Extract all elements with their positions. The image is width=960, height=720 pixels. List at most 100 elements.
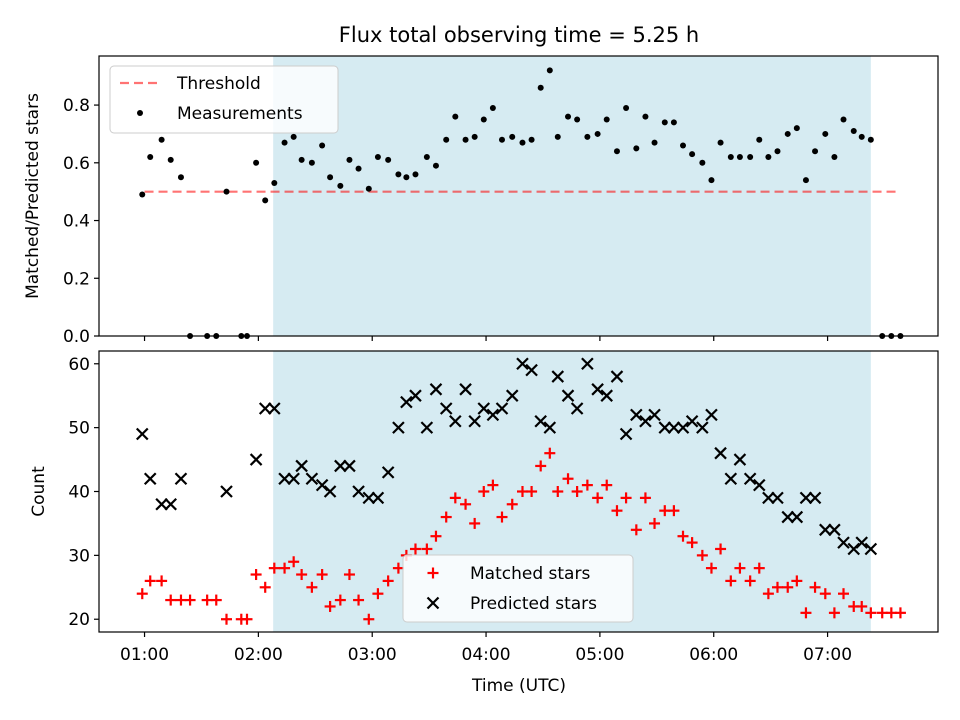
top-plot-frame — [98, 55, 939, 337]
measurement-point — [262, 197, 269, 204]
x-tick-label: 04:00 — [462, 645, 511, 665]
y-tick-label: 0.0 — [63, 327, 90, 347]
matched-star-point — [210, 594, 222, 606]
x-tick-label: 07:00 — [803, 645, 852, 665]
measurement-point — [327, 174, 334, 181]
matched-star-point — [316, 569, 328, 581]
matched-star-point — [744, 575, 756, 587]
predicted-star-point — [249, 453, 263, 466]
measurement-point — [661, 119, 668, 126]
predicted-star-point — [439, 402, 453, 415]
matched-star-point — [421, 543, 433, 555]
matched-star-point — [259, 581, 271, 593]
y-tick-label: 0.6 — [63, 154, 90, 174]
measurement-point — [633, 145, 640, 152]
matched-star-point — [696, 549, 708, 561]
matched-star-point — [449, 492, 461, 504]
predicted-star-point — [371, 491, 385, 505]
matched-star-point — [324, 600, 336, 612]
predicted-star-point — [268, 402, 281, 415]
predicted-star-point — [610, 370, 624, 383]
y-tick-label: 50 — [68, 419, 90, 439]
measurement-point — [603, 116, 610, 123]
legend-matched-swatch — [427, 567, 439, 579]
measurement-point — [840, 116, 847, 123]
bottom-x-ticks: 01:00 02:00 03:00 04:00 05:00 06:00 07:00 — [120, 632, 852, 665]
measurement-point — [594, 130, 601, 137]
measurement-point — [281, 139, 288, 146]
measurement-point — [546, 67, 553, 74]
measurement-point — [471, 133, 478, 140]
predicted-star-point — [630, 408, 643, 422]
measurement-point — [253, 159, 260, 166]
matched-star-point — [819, 588, 831, 600]
predicted-star-point — [525, 363, 538, 377]
matched-star-point — [165, 594, 177, 606]
matched-star-point — [430, 530, 442, 542]
predicted-star-point — [790, 510, 804, 524]
x-tick-label: 06:00 — [689, 645, 738, 665]
matched-star-point — [809, 581, 821, 593]
matched-star-points — [136, 447, 906, 625]
matched-star-point — [639, 492, 651, 504]
matched-star-point — [686, 537, 698, 549]
matched-star-point — [526, 486, 538, 497]
matched-star-point — [791, 575, 803, 587]
measurement-point — [462, 136, 469, 143]
matched-star-point — [734, 562, 746, 574]
measurement-point — [489, 104, 496, 111]
measurement-point — [613, 148, 620, 155]
x-tick-label: 05:00 — [575, 645, 624, 665]
predicted-star-point — [409, 389, 422, 402]
predicted-star-point — [220, 485, 233, 498]
measurement-point — [802, 177, 809, 184]
predicted-star-point — [486, 408, 500, 422]
predicted-star-point — [505, 389, 519, 402]
legend-predicted-swatch — [426, 596, 440, 610]
measurement-point — [642, 113, 649, 120]
matched-star-point — [715, 543, 727, 555]
measurement-point — [812, 148, 819, 155]
measurement-point — [509, 133, 516, 140]
predicted-star-point — [771, 491, 784, 505]
matched-star-point — [343, 569, 355, 581]
bottom-legend-box — [402, 554, 634, 623]
predicted-star-point — [258, 402, 272, 415]
bottom-legend: Matched stars Predicted stars — [402, 554, 634, 623]
matched-star-point — [268, 562, 280, 574]
matched-star-point — [496, 511, 508, 523]
x-tick-label: 03:00 — [348, 645, 397, 665]
predicted-star-point — [516, 357, 529, 371]
measurement-points — [139, 67, 904, 339]
predicted-star-point — [362, 491, 376, 505]
predicted-star-point — [591, 383, 604, 396]
matched-star-point — [306, 581, 318, 593]
predicted-star-point — [819, 523, 832, 537]
measurement-point — [793, 125, 800, 132]
matched-star-point — [144, 575, 156, 587]
matched-star-point — [184, 594, 196, 606]
predicted-star-point — [305, 472, 319, 486]
predicted-star-point — [733, 453, 747, 466]
measurement-point — [689, 151, 696, 158]
predicted-star-point — [648, 408, 661, 422]
predicted-star-point — [676, 421, 690, 434]
matched-star-point — [601, 479, 613, 491]
predicted-star-points — [135, 357, 878, 556]
predicted-star-point — [762, 491, 775, 505]
predicted-star-point — [459, 383, 472, 396]
predicted-star-point — [551, 370, 565, 383]
measurement-point — [747, 154, 754, 161]
predicted-star-point — [743, 472, 757, 486]
predicted-star-point — [343, 459, 356, 473]
matched-star-point — [668, 505, 680, 517]
matched-star-point — [753, 562, 765, 574]
measurement-point — [355, 165, 362, 172]
predicted-star-point — [381, 466, 395, 479]
measurement-point — [452, 113, 459, 120]
predicted-star-point — [392, 421, 405, 434]
measurement-point — [565, 113, 572, 120]
matched-star-point — [571, 486, 583, 497]
matched-star-point — [392, 562, 404, 574]
legend-measurements-swatch — [137, 110, 143, 116]
